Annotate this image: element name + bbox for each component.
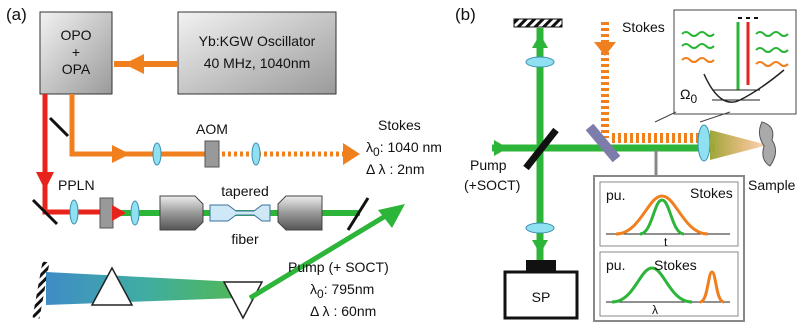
axis-label: t xyxy=(664,235,668,249)
arrow xyxy=(532,240,548,254)
symbol: Ω xyxy=(680,86,690,102)
prism xyxy=(90,266,134,306)
pump-label: pu. xyxy=(606,257,625,273)
mirror xyxy=(31,198,59,226)
mirror xyxy=(346,197,370,231)
energy-label: Ω0 xyxy=(680,86,697,106)
pump-curve xyxy=(639,198,685,236)
value: : 795nm xyxy=(324,281,375,297)
stokes-curve xyxy=(615,194,709,236)
pump-label: (+SOCT) xyxy=(464,177,520,193)
arrow xyxy=(532,34,548,48)
mirror xyxy=(32,261,50,319)
mirror xyxy=(48,116,70,138)
pump-curve xyxy=(611,266,693,304)
objective xyxy=(277,195,323,231)
pump-wave xyxy=(681,31,715,49)
arrow xyxy=(124,54,144,74)
lens xyxy=(251,142,261,166)
arrow xyxy=(378,204,405,228)
pump-wave xyxy=(755,31,789,53)
lens xyxy=(69,199,79,225)
detector-label: SP xyxy=(532,289,551,305)
opo-text: OPO xyxy=(60,27,91,43)
stokes-label: Stokes xyxy=(654,257,697,273)
lens xyxy=(525,222,555,234)
value: : 60nm xyxy=(333,303,376,319)
beam xyxy=(248,209,394,301)
stokes-label: Stokes xyxy=(622,19,665,35)
pump-label: pu. xyxy=(606,187,625,203)
pump-width: Δ λ: 60nm xyxy=(310,303,376,319)
arrow xyxy=(343,143,360,165)
aom xyxy=(204,140,220,168)
detector-head xyxy=(526,260,556,273)
dichroic xyxy=(585,123,621,163)
arrow xyxy=(36,172,54,190)
stokes-curve xyxy=(699,270,725,304)
symbol: λ xyxy=(310,281,317,297)
subscript: 0 xyxy=(373,145,380,159)
focus xyxy=(710,130,768,160)
panel-label: (a) xyxy=(6,5,27,24)
tapered-fiber xyxy=(209,204,271,222)
panel-label: (b) xyxy=(455,5,476,24)
aom-label: AOM xyxy=(196,121,228,137)
pump-center: λ0: 795nm xyxy=(310,281,374,301)
beam xyxy=(69,94,205,157)
sample xyxy=(758,121,776,167)
connector xyxy=(654,111,677,123)
oscillator-box xyxy=(177,11,337,95)
fiber-label: fiber xyxy=(231,231,259,247)
fiber-label: tapered xyxy=(221,183,268,199)
stokes-width: Δ λ: 2nm xyxy=(366,161,424,177)
pump-label: Pump xyxy=(470,157,507,173)
stokes-title: Stokes xyxy=(378,117,421,133)
arrow xyxy=(112,205,126,221)
oscillator-name: Yb:KGW Oscillator xyxy=(199,33,316,49)
lens xyxy=(152,142,162,166)
objective xyxy=(159,195,204,231)
arrow xyxy=(112,145,130,163)
subscript: 0 xyxy=(690,92,697,106)
lens xyxy=(525,56,555,68)
opo-box xyxy=(39,11,113,95)
value: : 1040 nm xyxy=(380,139,442,155)
arrow xyxy=(594,42,616,56)
value: : 2nm xyxy=(389,161,424,177)
oscillator-spec: 40 MHz, 1040nm xyxy=(204,55,311,71)
axis-label: λ xyxy=(652,303,658,317)
lens xyxy=(697,124,711,162)
prism xyxy=(222,281,264,320)
opo-plus: + xyxy=(72,44,80,60)
ppln xyxy=(99,197,114,229)
subscript: 0 xyxy=(317,287,324,301)
stokes-wave xyxy=(681,57,789,67)
arrow xyxy=(494,140,508,156)
symbol: λ xyxy=(366,139,373,155)
stokes-center: λ0: 1040 nm xyxy=(366,139,442,159)
mirror xyxy=(513,18,563,28)
spectral-fan xyxy=(46,272,238,305)
sample-label: Sample xyxy=(748,177,796,193)
ppln-label: PPLN xyxy=(58,177,95,193)
lens xyxy=(130,200,140,226)
opa-text: OPA xyxy=(62,61,91,77)
stokes-label: Stokes xyxy=(690,185,733,201)
connector xyxy=(699,111,731,123)
symbol: Δ λ xyxy=(310,303,329,319)
symbol: Δ λ xyxy=(366,161,385,177)
beam-splitter xyxy=(523,127,559,171)
pump-title: Pump (+ SOCT) xyxy=(288,259,389,275)
